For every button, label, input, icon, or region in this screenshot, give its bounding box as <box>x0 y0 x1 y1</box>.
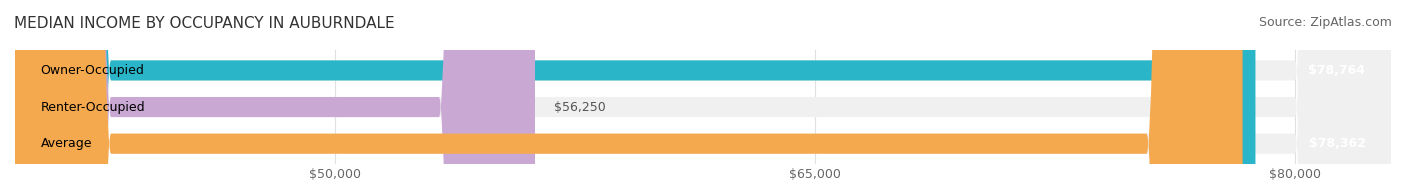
Text: $78,362: $78,362 <box>1309 137 1365 150</box>
Text: Source: ZipAtlas.com: Source: ZipAtlas.com <box>1258 16 1392 29</box>
Text: MEDIAN INCOME BY OCCUPANCY IN AUBURNDALE: MEDIAN INCOME BY OCCUPANCY IN AUBURNDALE <box>14 16 395 31</box>
FancyBboxPatch shape <box>15 0 1391 196</box>
FancyBboxPatch shape <box>15 0 536 196</box>
FancyBboxPatch shape <box>15 0 1391 196</box>
Text: Average: Average <box>41 137 93 150</box>
FancyBboxPatch shape <box>15 0 1391 196</box>
Text: $78,764: $78,764 <box>1309 64 1365 77</box>
FancyBboxPatch shape <box>15 0 1243 196</box>
FancyBboxPatch shape <box>15 0 1256 196</box>
Text: Renter-Occupied: Renter-Occupied <box>41 101 145 113</box>
Text: $56,250: $56,250 <box>554 101 606 113</box>
Text: Owner-Occupied: Owner-Occupied <box>41 64 145 77</box>
